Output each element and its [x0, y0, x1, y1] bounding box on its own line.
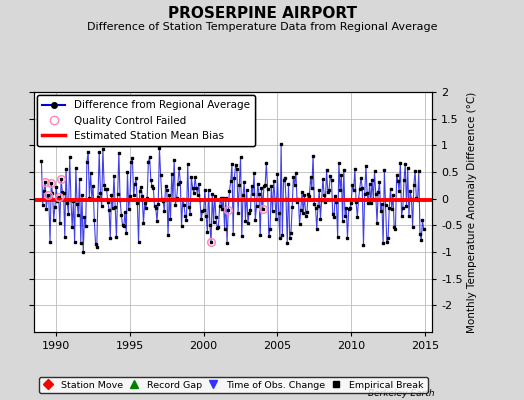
Text: PROSERPINE AIRPORT: PROSERPINE AIRPORT — [168, 6, 356, 21]
Text: Difference of Station Temperature Data from Regional Average: Difference of Station Temperature Data f… — [87, 22, 437, 32]
Legend: Station Move, Record Gap, Time of Obs. Change, Empirical Break: Station Move, Record Gap, Time of Obs. C… — [39, 377, 428, 393]
Y-axis label: Monthly Temperature Anomaly Difference (°C): Monthly Temperature Anomaly Difference (… — [467, 91, 477, 333]
Legend: Difference from Regional Average, Quality Control Failed, Estimated Station Mean: Difference from Regional Average, Qualit… — [37, 95, 255, 146]
Text: Berkeley Earth: Berkeley Earth — [368, 389, 435, 398]
